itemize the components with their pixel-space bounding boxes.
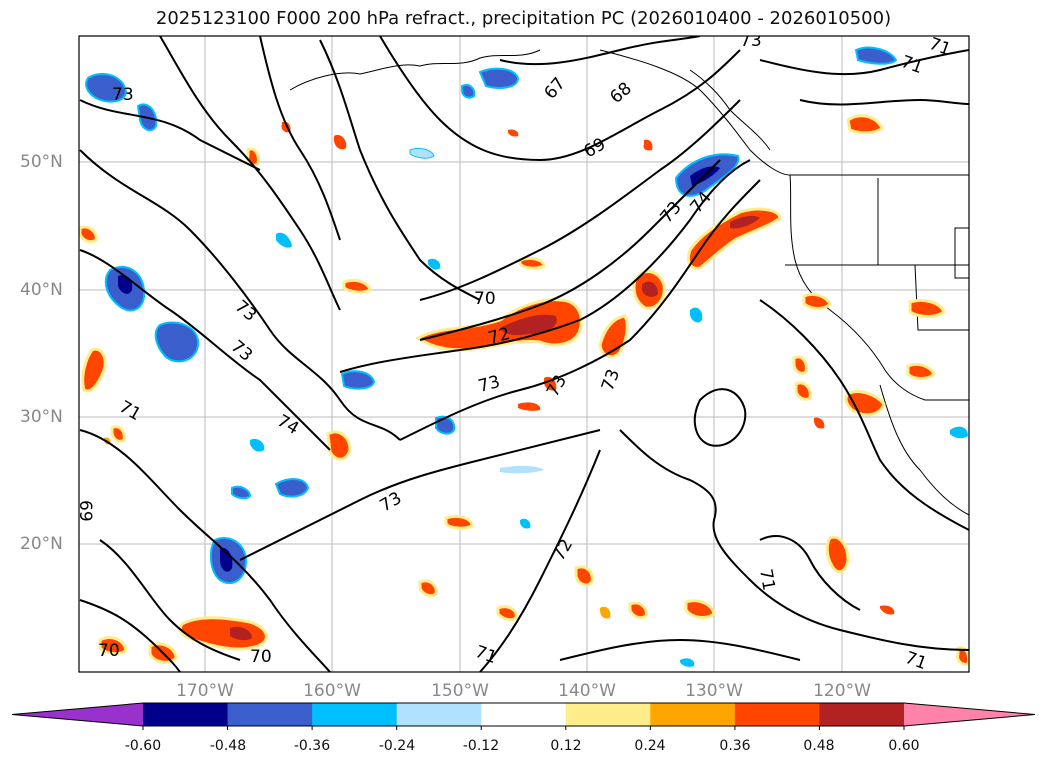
colorbar-extend-min (12, 703, 143, 726)
colorbar-tick-label: 0.24 (634, 738, 666, 754)
lat-label: 50°N (20, 152, 63, 172)
contour-lines (79, 36, 969, 672)
chart-title: 2025123100 F000 200 hPa refract., precip… (155, 8, 892, 29)
colorbar-segment (481, 703, 567, 726)
lon-label: 150°W (431, 681, 489, 701)
colorbar-tick-label: 0.36 (719, 738, 751, 754)
colorbar-tick-label: 0.12 (550, 738, 582, 754)
colorbar-tick-label: -0.60 (124, 738, 162, 754)
colorbar-segment (565, 703, 651, 726)
colorbar-segment (396, 703, 482, 726)
contour-label: 71 (755, 567, 778, 592)
contour-label: 69 (75, 500, 95, 522)
lat-label: 40°N (20, 280, 63, 300)
map-background (79, 36, 969, 672)
lon-label: 140°W (558, 681, 616, 701)
lon-label: 120°W (813, 681, 871, 701)
colorbar-tick-label: -0.48 (209, 738, 247, 754)
colorbar-segment (227, 703, 313, 726)
colorbar-segment (734, 703, 820, 726)
precip-positive (79, 114, 969, 666)
coastline (289, 49, 969, 516)
contour-label: 73 (740, 31, 762, 51)
colorbar-segment (312, 703, 398, 726)
colorbar-tick-label: -0.12 (462, 738, 500, 754)
colorbar-segment (650, 703, 736, 726)
lat-label: 30°N (20, 407, 63, 427)
lon-label: 130°W (685, 681, 743, 701)
colorbar-segment (819, 703, 905, 726)
colorbar-extend-max (904, 703, 1035, 726)
contour-label: 70 (98, 641, 120, 661)
colorbar-tick-label: -0.24 (378, 738, 416, 754)
colorbar (11, 702, 1036, 730)
map-frame (78, 35, 970, 673)
lat-label: 20°N (20, 534, 63, 554)
colorbar-tick-label: -0.36 (293, 738, 331, 754)
contour-label: 73 (112, 85, 134, 105)
contour-label: 70 (250, 647, 272, 667)
colorbar-tick-label: 0.60 (888, 738, 920, 754)
colorbar-segment (143, 703, 229, 726)
contour-label: 70 (474, 289, 496, 309)
lon-label: 170°W (176, 681, 234, 701)
gridlines (79, 36, 969, 672)
lon-label: 160°W (303, 681, 361, 701)
colorbar-tick-label: 0.48 (803, 738, 835, 754)
